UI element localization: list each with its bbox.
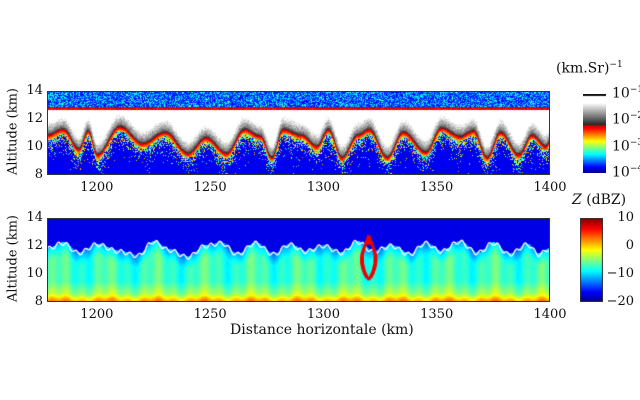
lidar-colorbar-tick: 10−4 [612,164,640,181]
y-tick-label: 8 [34,294,43,309]
y-tick-label: 14 [26,83,43,98]
x-tick-label: 1250 [193,180,227,195]
lidar-colorbar-tick: 10−2 [612,111,640,128]
lidar-colorbar-tick: 10−1 [612,85,640,102]
radar-ylabel: Altitude (km) [5,214,21,303]
x-tick-label: 1300 [306,180,340,195]
radar-colorbar-tick: 0 [625,238,634,253]
y-tick-label: 12 [26,111,43,126]
radar-colorbar-label: Z (dBZ) [572,192,627,208]
x-tick-label: 1350 [420,307,454,322]
radar-colorbar [580,218,603,302]
y-tick-label: 10 [26,266,43,281]
x-tick-label: 1400 [533,180,567,195]
y-tick-label: 14 [26,210,43,225]
x-tick-label: 1350 [420,180,454,195]
x-tick-label: 1250 [193,307,227,322]
lidar-colorbar-label: (km.Sr)−1 [556,60,623,77]
lidar-colorbar-tick: 10−3 [612,137,640,155]
radar-colorbar-tick: −10 [606,266,634,281]
radar-heatmap [47,218,550,302]
lidar-colorbar [583,94,606,173]
radar-colorbar-tick: 10 [617,210,634,225]
radar-xlabel: Distance horizontale (km) [230,322,414,338]
x-tick-label: 1200 [80,307,114,322]
x-tick-label: 1300 [306,307,340,322]
y-tick-label: 12 [26,238,43,253]
lidar-ylabel: Altitude (km) [5,87,21,176]
y-tick-label: 10 [26,139,43,154]
y-tick-label: 8 [34,167,43,182]
x-tick-label: 1200 [80,180,114,195]
radar-plot-frame [47,218,550,302]
x-tick-label: 1400 [533,307,567,322]
lidar-heatmap [47,91,550,175]
lidar-plot-frame [47,91,550,175]
radar-colorbar-tick: −20 [606,294,634,309]
